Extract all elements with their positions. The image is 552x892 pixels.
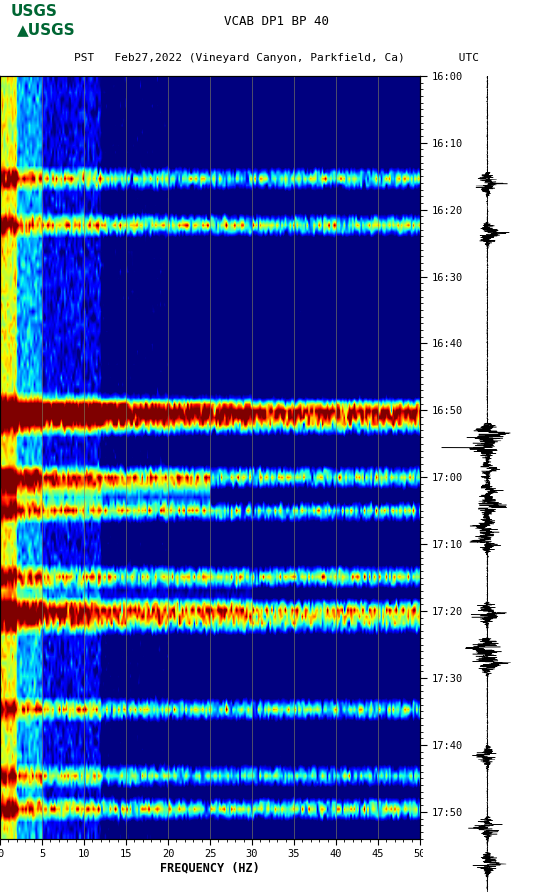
Text: USGS: USGS xyxy=(11,4,58,19)
Text: ▲USGS: ▲USGS xyxy=(17,22,75,37)
Text: PST   Feb27,2022 (Vineyard Canyon, Parkfield, Ca)        UTC: PST Feb27,2022 (Vineyard Canyon, Parkfie… xyxy=(73,54,479,63)
X-axis label: FREQUENCY (HZ): FREQUENCY (HZ) xyxy=(160,862,260,875)
Text: VCAB DP1 BP 40: VCAB DP1 BP 40 xyxy=(224,15,328,29)
